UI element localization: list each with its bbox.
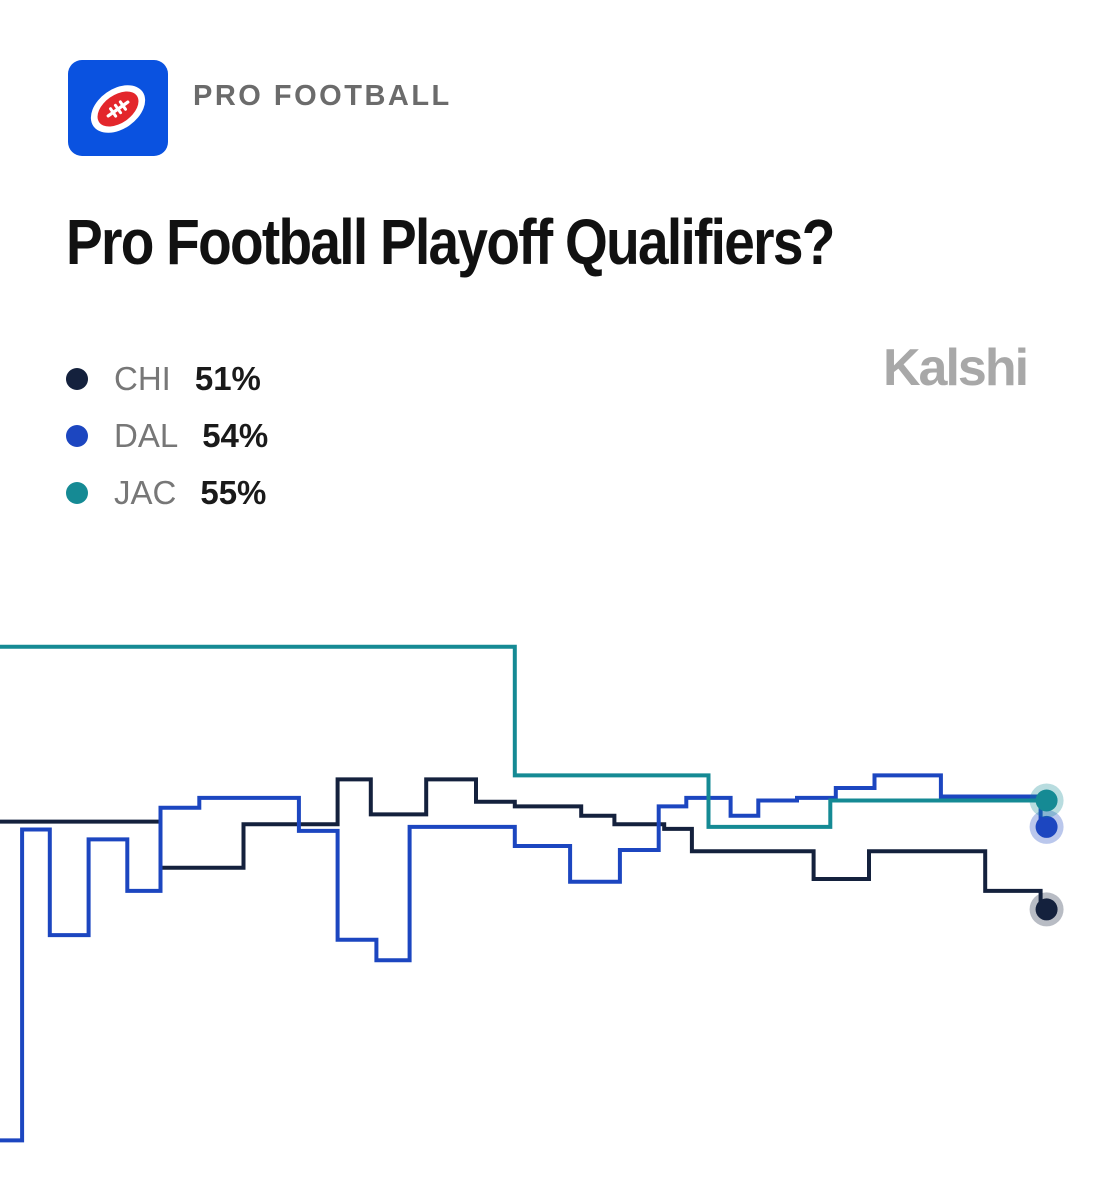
legend-name: JAC — [114, 473, 177, 511]
legend-value: 54% — [202, 416, 269, 454]
category-label: PRO FOOTBALL — [193, 80, 452, 112]
legend-value: 55% — [200, 473, 267, 511]
legend-name: DAL — [114, 416, 179, 454]
legend-item-jac: JAC 55% — [66, 464, 268, 521]
endpoint-dot-dal — [1035, 815, 1058, 838]
series-line-dal — [0, 773, 1043, 1143]
legend-dot-dal — [66, 424, 88, 447]
app-icon — [68, 60, 168, 156]
page-title: Pro Football Playoff Qualifiers? — [66, 206, 835, 278]
endpoint-dot-jac — [1035, 789, 1058, 812]
legend-item-dal: DAL 54% — [66, 407, 268, 464]
legend-dot-jac — [66, 481, 88, 504]
legend-name: CHI — [114, 359, 171, 397]
legend-value: 51% — [194, 359, 261, 397]
price-history-chart — [0, 644, 1064, 1143]
legend: CHI 51% DAL 54% JAC 55% — [66, 350, 268, 521]
football-icon — [90, 85, 146, 133]
legend-dot-chi — [66, 367, 88, 390]
brand-logo: Kalshi — [883, 339, 1029, 397]
endpoint-dot-chi — [1035, 898, 1058, 921]
legend-item-chi: CHI 51% — [66, 350, 268, 407]
series-line-jac — [0, 644, 1041, 829]
series-line-chi — [0, 777, 1043, 910]
